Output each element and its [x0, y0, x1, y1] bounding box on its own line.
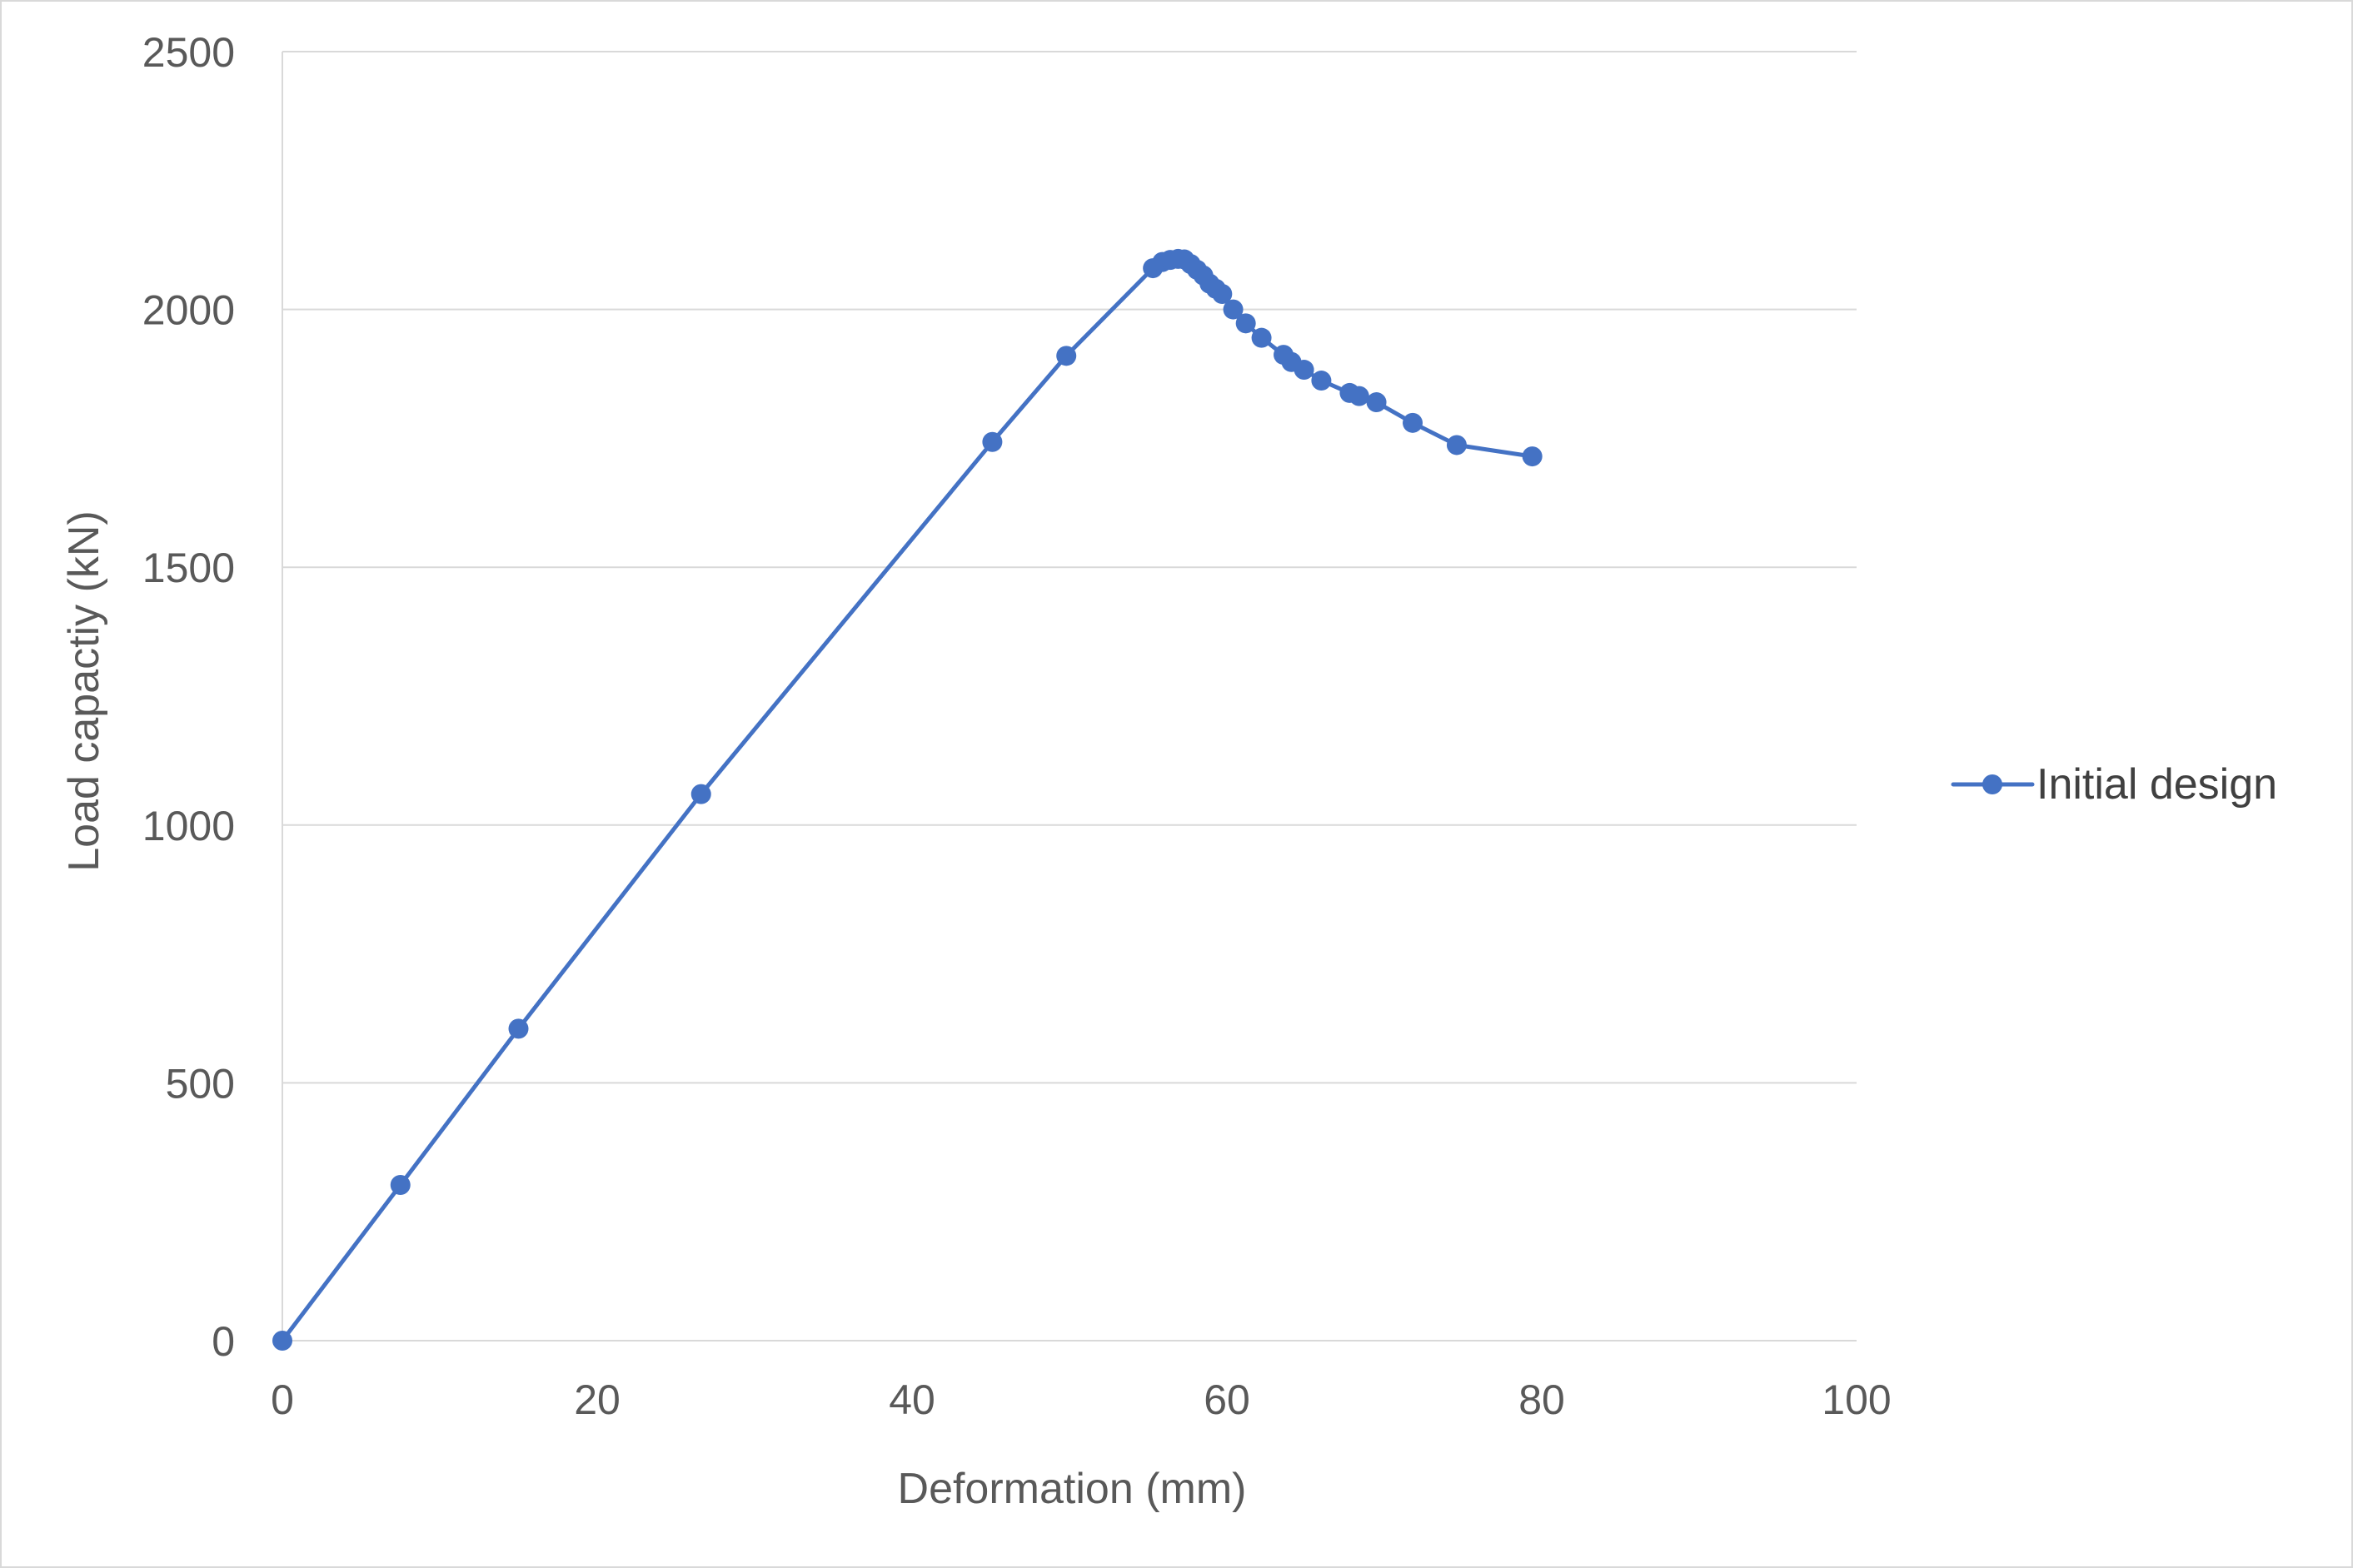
- data-point: [690, 784, 711, 804]
- legend: Initial design: [1951, 760, 2277, 809]
- data-point: [1212, 284, 1233, 305]
- y-tick-label: 1500: [142, 545, 235, 591]
- data-point: [982, 431, 1003, 452]
- y-tick-label: 2500: [142, 29, 235, 76]
- x-axis-ticks: 0 20 40 60 80 100: [271, 1376, 1892, 1423]
- y-axis-title: Load capactiy (kN): [60, 510, 108, 872]
- series-line: [280, 256, 1535, 1343]
- data-point: [272, 1331, 292, 1351]
- data-point: [1348, 386, 1369, 406]
- x-tick-label: 40: [889, 1376, 935, 1423]
- series-layer: [272, 248, 1543, 1351]
- data-point: [390, 1175, 411, 1196]
- data-point: [1223, 299, 1244, 320]
- data-point: [1294, 360, 1314, 381]
- gridlines: [282, 51, 1857, 1342]
- data-point: [1235, 313, 1256, 334]
- data-point: [1366, 392, 1387, 413]
- data-point: [1522, 446, 1543, 467]
- data-point: [1403, 412, 1423, 433]
- data-point: [1446, 435, 1467, 455]
- data-point: [1251, 327, 1272, 348]
- y-tick-label: 0: [212, 1318, 235, 1365]
- x-tick-label: 0: [271, 1376, 294, 1423]
- x-tick-label: 20: [574, 1376, 621, 1423]
- x-tick-label: 60: [1204, 1376, 1250, 1423]
- data-point: [1311, 371, 1332, 391]
- x-tick-label: 100: [1822, 1376, 1891, 1423]
- series-0: [272, 248, 1543, 1351]
- x-axis-title: Deformation (mm): [898, 1465, 1247, 1513]
- y-tick-label: 2000: [142, 287, 235, 334]
- x-tick-label: 80: [1518, 1376, 1565, 1423]
- legend-label: Initial design: [2036, 760, 2277, 809]
- y-axis-ticks: 0 500 1000 1500 2000 2500: [142, 29, 235, 1365]
- y-tick-label: 1000: [142, 803, 235, 849]
- data-point: [1056, 346, 1077, 366]
- data-point: [508, 1018, 529, 1039]
- legend-marker: [1982, 774, 2002, 794]
- y-tick-label: 500: [166, 1060, 235, 1107]
